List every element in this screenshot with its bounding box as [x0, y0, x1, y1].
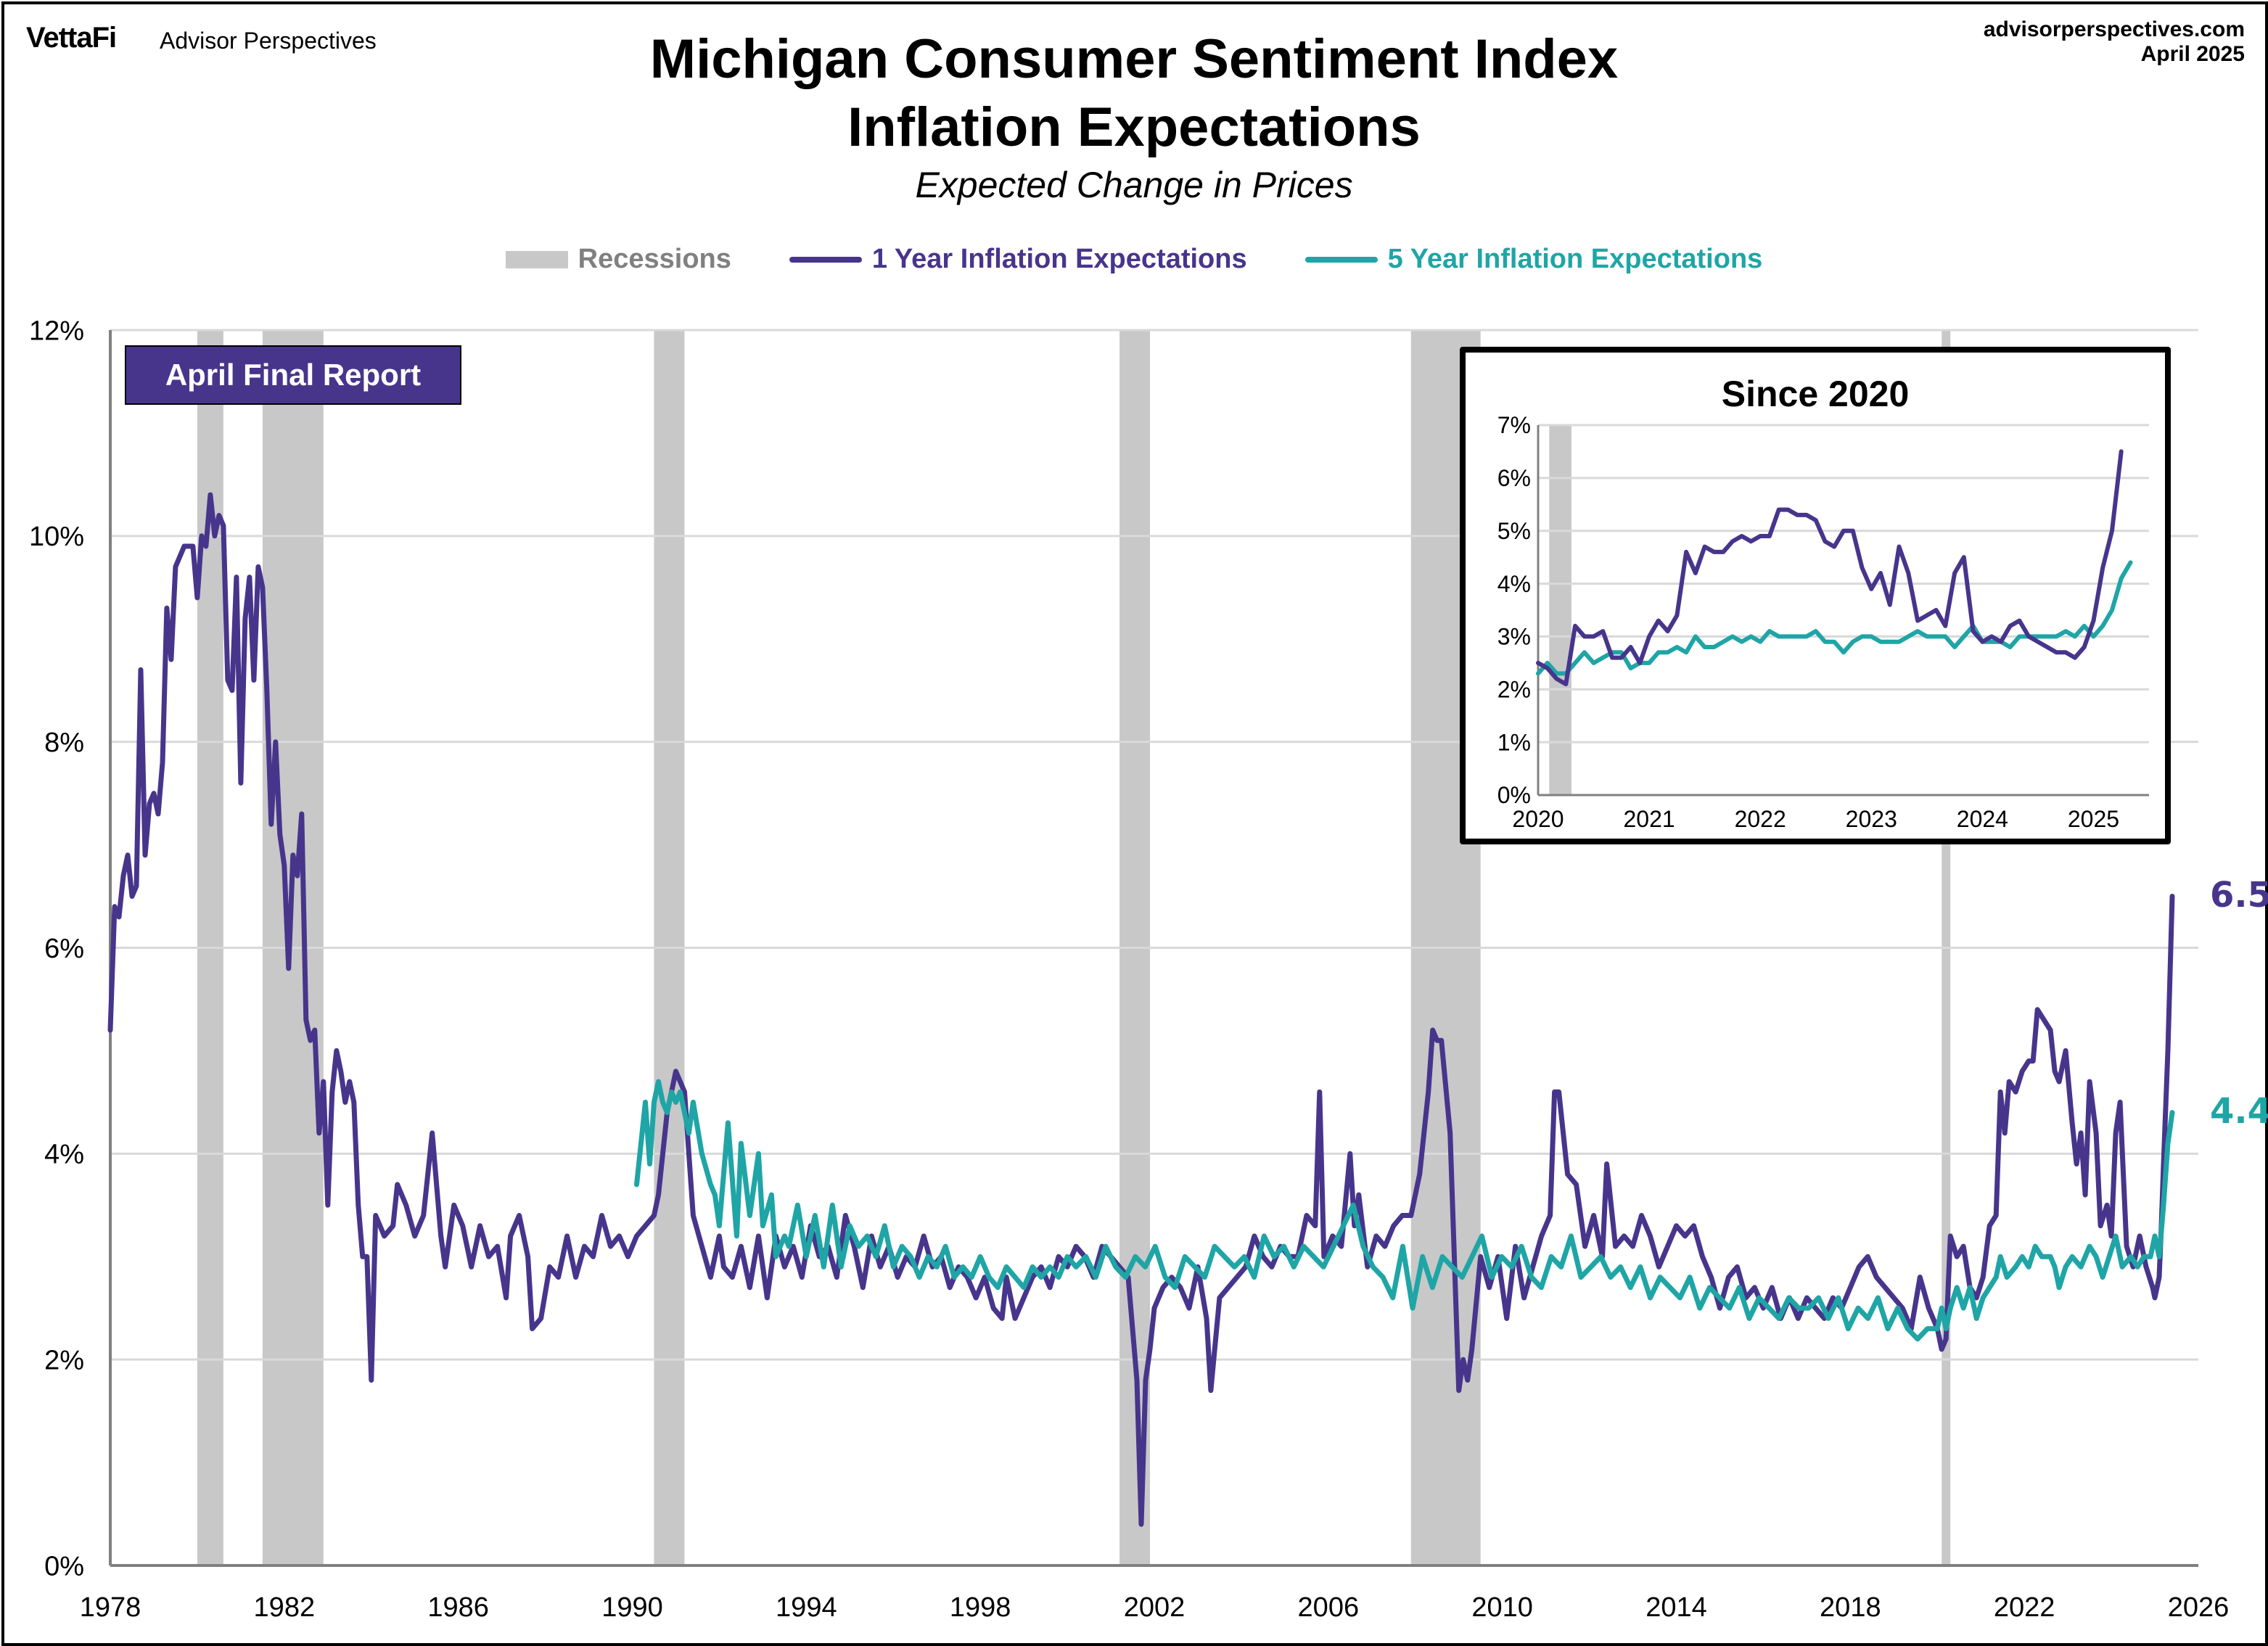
y-tick-label: 2% [1497, 676, 1531, 702]
y-tick-label: 1% [1497, 729, 1531, 755]
vettafi-logo: VettaFi [26, 22, 117, 54]
series-5yr-line [1536, 560, 2133, 676]
x-tick-label: 1986 [427, 1592, 489, 1623]
x-tick-label: 2010 [1471, 1592, 1533, 1623]
x-tick-label: 2022 [1735, 806, 1786, 832]
legend-item-recessions: Recessions [505, 244, 731, 275]
x-tick-label: 1994 [776, 1592, 837, 1623]
y-tick-label: 6% [1497, 465, 1531, 491]
y-tick-label: 8% [44, 728, 84, 758]
report-date: April 2025 [2140, 42, 2245, 66]
y-tick-label: 2% [44, 1345, 84, 1375]
x-tick-label: 1978 [80, 1592, 141, 1623]
chart-title-line2: Inflation Expectations [847, 96, 1421, 158]
legend-item-1yr: 1 Year Inflation Expectations [789, 244, 1247, 275]
y-tick-label: 12% [29, 316, 84, 346]
y-tick-label: 7% [1497, 412, 1531, 438]
x-tick-label: 2023 [1846, 806, 1897, 832]
inset-svg: 0% 1% 2% 3% 4% 5% 6% 7% 2020 2021 2022 2023 2024 2025 [1497, 412, 2149, 832]
y-tick-label: 0% [44, 1551, 84, 1581]
series-5yr-line [634, 1079, 2175, 1342]
chart-title-line1: Michigan Consumer Sentiment Index [649, 28, 1619, 90]
inset-title: Since 2020 [1721, 374, 1910, 414]
x-tick-label: 2014 [1645, 1592, 1707, 1623]
brand-name: Advisor Perspectives [160, 28, 377, 54]
x-tick-label: 2022 [1994, 1592, 2055, 1623]
x-tick-label: 1982 [254, 1592, 316, 1623]
recession-band [1549, 425, 1571, 795]
series1-swatch [789, 256, 862, 263]
x-tick-label: 2018 [1820, 1592, 1881, 1623]
recession-swatch [505, 250, 568, 268]
y-tick-label: 3% [1497, 624, 1531, 650]
x-tick-label: 2006 [1298, 1592, 1360, 1623]
y-tick-label: 10% [29, 522, 84, 552]
chart-subtitle: Expected Change in Prices [915, 165, 1353, 205]
site-info: advisorperspectives.com April 2025 [1984, 17, 2245, 67]
x-tick-label: 1990 [601, 1592, 663, 1623]
legend-item-5yr: 5 Year Inflation Expectations [1304, 244, 1763, 275]
y-tick-label: 5% [1497, 518, 1531, 544]
legend: Recessions 1 Year Inflation Expectations… [0, 244, 2268, 275]
x-tick-label: 2002 [1124, 1592, 1186, 1623]
x-tick-label: 2024 [1957, 806, 2008, 832]
x-tick-label: 1998 [950, 1592, 1011, 1623]
y-tick-label: 4% [1497, 571, 1531, 597]
y-tick-label: 4% [44, 1140, 84, 1170]
site-url: advisorperspectives.com [1983, 17, 2245, 41]
y-tick-label: 0% [1497, 782, 1531, 808]
inset-chart: Since 2020 0% 1% 2% 3% 4% 5% 6% 7% 2020 2021 2022 2… [1460, 347, 2171, 844]
end-label-1yr: 6.5% [2210, 875, 2268, 915]
report-badge: April Final Report [125, 345, 461, 405]
x-tick-label: 2025 [2068, 806, 2119, 832]
x-tick-label: 2021 [1623, 806, 1675, 832]
legend-label-recessions: Recessions [578, 244, 731, 274]
end-label-5yr: 4.4% [2210, 1091, 2268, 1132]
legend-label-1yr: 1 Year Inflation Expectations [871, 244, 1247, 274]
y-tick-label: 6% [44, 934, 84, 964]
x-tick-label: 2020 [1512, 806, 1564, 832]
series2-swatch [1304, 256, 1378, 263]
x-tick-label: 2026 [2168, 1592, 2230, 1623]
series-1yr-line [1536, 449, 2124, 686]
legend-label-5yr: 5 Year Inflation Expectations [1387, 244, 1763, 274]
